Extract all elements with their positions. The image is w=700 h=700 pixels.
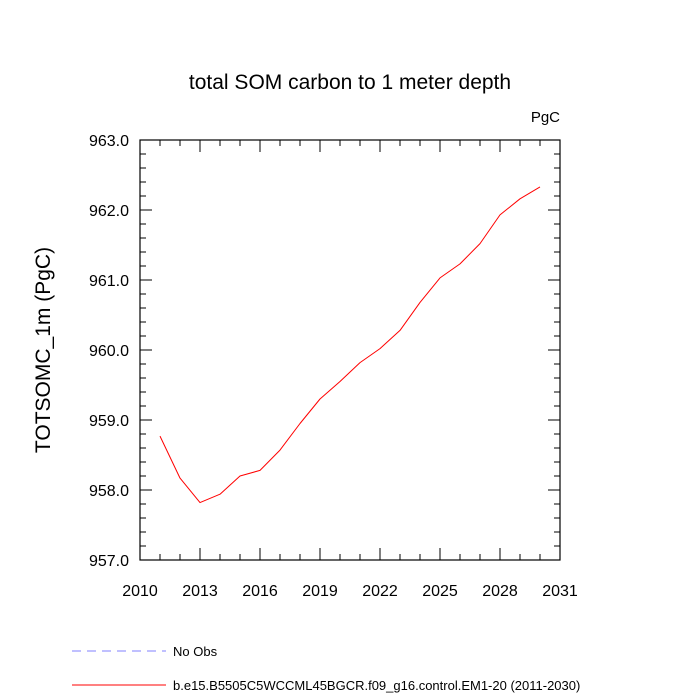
x-tick-label: 2031	[542, 583, 578, 600]
y-tick-labels: 957.0 958.0 959.0 960.0 961.0 962.0 963.0	[89, 133, 129, 570]
x-tick-label: 2019	[302, 583, 338, 600]
y-tick-label: 959.0	[89, 413, 129, 430]
legend: No Obs b.e15.B5505C5WCCML45BGCR.f09_g16.…	[72, 644, 580, 693]
y-tick-label: 963.0	[89, 133, 129, 150]
y-tick-label: 957.0	[89, 553, 129, 570]
series-line-control	[159, 186, 541, 504]
plot-frame	[139, 139, 561, 561]
x-tick-label: 2025	[422, 583, 458, 600]
x-tick-label: 2013	[182, 583, 218, 600]
y-tick-label: 958.0	[89, 483, 129, 500]
x-tick-labels: 2010 2013 2016 2019 2022 2025 2028 2031	[122, 583, 578, 600]
legend-label-control: b.e15.B5505C5WCCML45BGCR.f09_g16.control…	[173, 678, 580, 693]
legend-label-no-obs: No Obs	[173, 644, 218, 659]
x-tick-label: 2022	[362, 583, 398, 600]
y-tick-label: 962.0	[89, 203, 129, 220]
chart-title: total SOM carbon to 1 meter depth	[189, 71, 511, 94]
units-label: PgC	[531, 109, 560, 126]
y-tick-label: 961.0	[89, 273, 129, 290]
axis-ticks	[139, 139, 561, 561]
y-axis-label: TOTSOMC_1m (PgC)	[32, 247, 55, 453]
x-tick-label: 2016	[242, 583, 278, 600]
x-tick-label: 2028	[482, 583, 518, 600]
series-layer	[159, 186, 541, 504]
y-tick-label: 960.0	[89, 343, 129, 360]
x-tick-label: 2010	[122, 583, 158, 600]
